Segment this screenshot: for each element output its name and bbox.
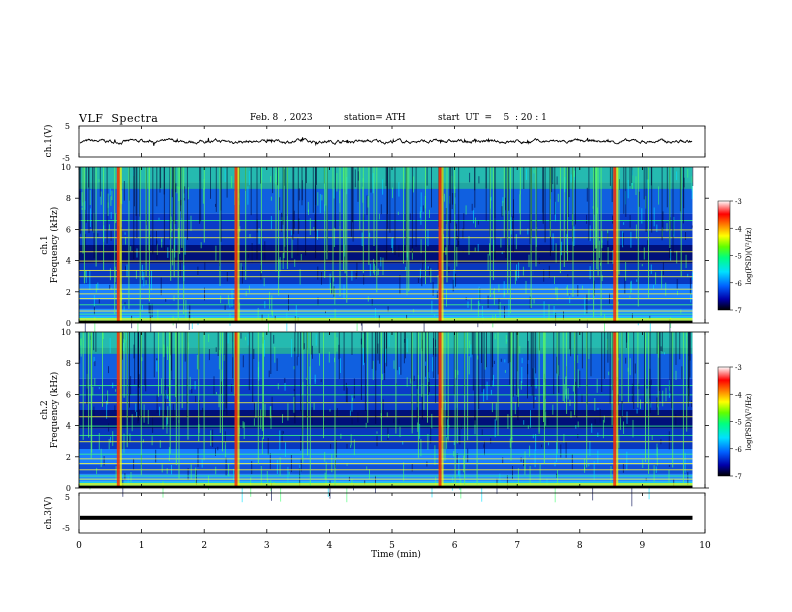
ch2-spectrogram-panel: 0 2 4 6 8 10 ch.2 Frequency (kHz) (40, 328, 709, 507)
ch3-ytick-5: 5 (65, 493, 70, 502)
colorbar-tick-label: -4 (735, 225, 742, 233)
time-tick-label: 1 (139, 541, 145, 551)
date-label: Feb. 8 , 2023 (250, 113, 313, 123)
time-tick-label: 7 (514, 541, 520, 551)
time-tick-label: 5 (389, 541, 395, 551)
ch1-ylabel: ch.1(V) (43, 125, 54, 158)
ch1-spec-ylabel-frequency: Frequency (kHz) (49, 207, 60, 284)
spec-ytick-label: 6 (66, 225, 71, 234)
spec-ytick-label: 8 (66, 194, 71, 203)
time-tick-label: 0 (76, 541, 82, 551)
time-tick-label: 4 (327, 541, 333, 551)
spec-ytick-label: 2 (66, 453, 71, 462)
colorbar-tick-label: -6 (735, 446, 742, 454)
spec-ytick-label: 4 (66, 422, 71, 431)
colorbar-tick-label: -3 (735, 198, 742, 206)
ch2-spec-ylabel-frequency: Frequency (kHz) (49, 372, 60, 449)
ch3-trace (80, 515, 693, 520)
ch2-spectrogram-image (79, 332, 693, 507)
ch1-spectrogram-image (79, 167, 694, 338)
ch3-ytick--5: -5 (62, 524, 70, 533)
spec-ytick-label: 10 (61, 163, 71, 172)
ch2-spec-yticks: 0 2 4 6 8 10 (61, 328, 709, 493)
spec-ytick-label: 10 (61, 328, 71, 337)
ch3-waveform-panel: 5 -5 ch.3(V) (43, 492, 706, 534)
colorbar-tick-label: -6 (735, 280, 742, 288)
spec-ytick-label: 6 (66, 390, 71, 399)
ch2-colorbar-ticks: -3 -4 -5 -6 -7 (730, 364, 742, 481)
ch2-colorbar-label: log(PSD)(V²/Hz) (745, 393, 753, 450)
colorbar-tick-label: -7 (735, 473, 742, 481)
ch3-frame (78, 492, 706, 534)
start-ut-label: start UT = 5 : 20 : 1 (438, 113, 547, 123)
time-tick-label: 6 (452, 541, 458, 551)
colorbar-tick-label: -5 (735, 419, 742, 427)
colorbar-tick-label: -3 (735, 364, 742, 372)
colorbar-tick-label: -7 (735, 307, 742, 315)
spec-ytick-label: 8 (66, 359, 71, 368)
ch1-trace (79, 137, 693, 147)
colorbar-tick-label: -4 (735, 391, 742, 399)
ch1-colorbar-ticks: -3 -4 -5 -6 -7 (730, 198, 742, 315)
time-tick-label: 9 (640, 541, 646, 551)
spec-ytick-label: 2 (66, 288, 71, 297)
spec-ytick-label: 0 (66, 484, 71, 493)
ch1-spectrogram-panel: 0 2 4 6 8 10 ch.1 Frequency (kHz) (40, 163, 709, 338)
ch1-ytick--5: -5 (62, 154, 70, 163)
ch1-waveform-panel: 5 -5 ch.1(V) (43, 122, 706, 163)
time-axis-ticks: 0 1 2 3 4 5 6 7 8 9 10 (76, 126, 711, 551)
time-tick-label: 10 (699, 541, 711, 551)
ch3-ylabel: ch.3(V) (43, 497, 54, 530)
ch1-spec-yticks: 0 2 4 6 8 10 (61, 163, 709, 328)
ch2-spec-ylabel-channel: ch.2 (40, 400, 50, 419)
ch1-colorbar-gradient (717, 200, 731, 311)
ch2-colorbar-gradient (717, 366, 731, 477)
ch1-ytick-5: 5 (65, 122, 70, 131)
ch1-colorbar-label: log(PSD)(V²/Hz) (745, 227, 753, 284)
colorbar-tick-label: -5 (735, 253, 742, 261)
spec-ytick-label: 0 (66, 319, 71, 328)
station-label: station= ATH (344, 113, 406, 123)
spec-ytick-label: 4 (66, 257, 71, 266)
time-axis-label: Time (min) (371, 549, 421, 560)
ch2-colorbar: -3 -4 -5 -6 -7 log(PSD)(V²/Hz) (717, 364, 753, 481)
chart-title: VLF Spectra (79, 112, 159, 125)
time-tick-label: 8 (577, 541, 583, 551)
time-tick-label: 3 (264, 541, 270, 551)
ch1-spec-ylabel-channel: ch.1 (40, 235, 50, 254)
time-tick-label: 2 (201, 541, 207, 551)
ch1-colorbar: -3 -4 -5 -6 -7 log(PSD)(V²/Hz) (717, 198, 753, 315)
